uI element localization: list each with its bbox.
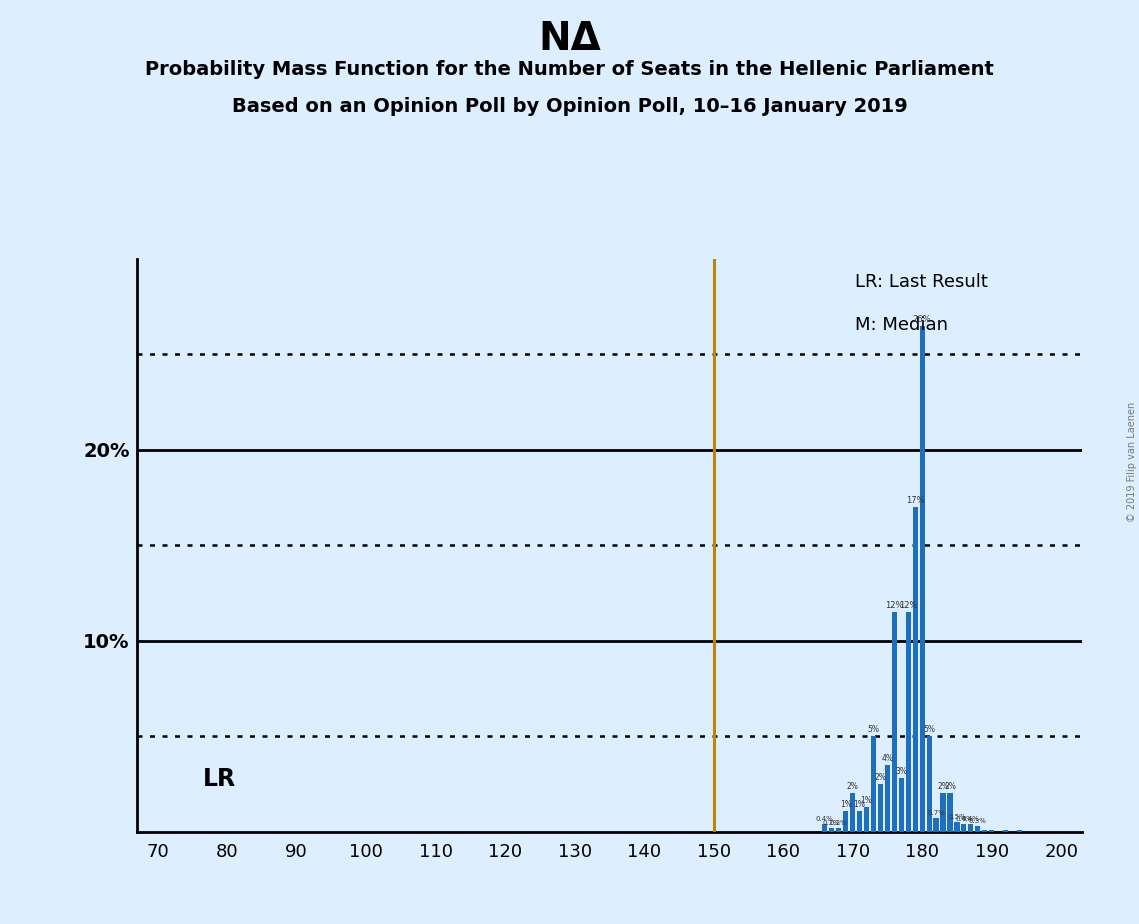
Text: © 2019 Filip van Laenen: © 2019 Filip van Laenen bbox=[1126, 402, 1137, 522]
Bar bbox=[843, 810, 849, 832]
Text: 0.7%: 0.7% bbox=[927, 810, 945, 816]
Text: 0.2%: 0.2% bbox=[823, 820, 841, 826]
Bar bbox=[850, 794, 855, 832]
Text: 2%: 2% bbox=[846, 783, 859, 792]
Bar bbox=[822, 824, 827, 832]
Bar bbox=[954, 822, 959, 832]
Bar bbox=[989, 830, 994, 832]
Bar bbox=[885, 765, 890, 832]
Bar bbox=[857, 810, 862, 832]
Text: 0.2%: 0.2% bbox=[830, 820, 847, 826]
Bar bbox=[941, 794, 945, 832]
Text: 3%: 3% bbox=[895, 767, 908, 776]
Bar bbox=[899, 778, 904, 832]
Text: 1%: 1% bbox=[839, 799, 852, 808]
Bar bbox=[1017, 830, 1022, 832]
Text: 2%: 2% bbox=[937, 783, 949, 792]
Text: 2%: 2% bbox=[944, 783, 956, 792]
Bar bbox=[948, 794, 952, 832]
Bar bbox=[975, 826, 981, 832]
Text: 1%: 1% bbox=[853, 799, 866, 808]
Bar bbox=[968, 824, 974, 832]
Bar bbox=[892, 612, 898, 832]
Text: 4%: 4% bbox=[882, 754, 893, 763]
Bar bbox=[961, 824, 967, 832]
Text: 12%: 12% bbox=[885, 602, 903, 610]
Text: LR: LR bbox=[203, 767, 236, 791]
Bar bbox=[1003, 830, 1008, 832]
Bar bbox=[934, 819, 939, 832]
Text: 12%: 12% bbox=[899, 602, 918, 610]
Bar bbox=[836, 828, 842, 832]
Text: 0.5%: 0.5% bbox=[948, 814, 966, 821]
Text: 26%: 26% bbox=[912, 315, 932, 323]
Text: 17%: 17% bbox=[906, 496, 925, 505]
Text: 2%: 2% bbox=[875, 773, 886, 782]
Text: Probability Mass Function for the Number of Seats in the Hellenic Parliament: Probability Mass Function for the Number… bbox=[145, 60, 994, 79]
Text: Based on an Opinion Poll by Opinion Poll, 10–16 January 2019: Based on an Opinion Poll by Opinion Poll… bbox=[231, 97, 908, 116]
Bar bbox=[912, 507, 918, 832]
Text: 0.3%: 0.3% bbox=[969, 818, 986, 824]
Text: 0.4%: 0.4% bbox=[962, 816, 980, 822]
Text: LR: Last Result: LR: Last Result bbox=[855, 274, 988, 291]
Bar bbox=[926, 736, 932, 832]
Bar bbox=[865, 807, 869, 832]
Bar bbox=[878, 784, 883, 832]
Text: 1%: 1% bbox=[861, 796, 872, 805]
Text: 5%: 5% bbox=[868, 725, 879, 735]
Bar bbox=[871, 736, 876, 832]
Text: 0.4%: 0.4% bbox=[816, 816, 834, 822]
Text: 5%: 5% bbox=[923, 725, 935, 735]
Text: 0.4%: 0.4% bbox=[954, 816, 973, 822]
Bar bbox=[982, 830, 988, 832]
Text: M: Median: M: Median bbox=[855, 316, 948, 334]
Text: NΔ: NΔ bbox=[538, 20, 601, 58]
Bar bbox=[919, 325, 925, 832]
Bar bbox=[829, 828, 835, 832]
Bar bbox=[906, 612, 911, 832]
